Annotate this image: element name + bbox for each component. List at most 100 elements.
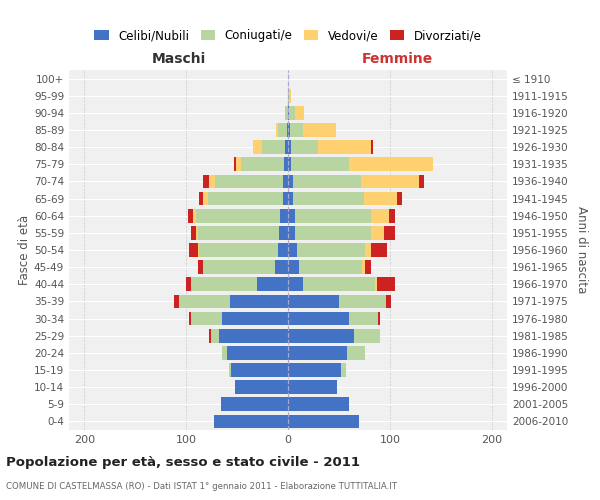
Bar <box>188 209 193 222</box>
Bar <box>295 209 371 222</box>
Bar <box>288 260 299 274</box>
Bar <box>384 226 395 239</box>
Bar <box>386 294 391 308</box>
Bar <box>196 209 280 222</box>
Bar <box>276 123 278 137</box>
Bar <box>203 260 275 274</box>
Bar <box>377 312 380 326</box>
Legend: Celibi/Nubili, Coniugati/e, Vedovi/e, Divorziati/e: Celibi/Nubili, Coniugati/e, Vedovi/e, Di… <box>94 29 482 42</box>
Bar <box>299 260 362 274</box>
Bar <box>208 192 283 205</box>
Bar <box>288 363 341 377</box>
Bar <box>288 294 339 308</box>
Bar <box>297 243 365 257</box>
Bar <box>209 329 211 342</box>
Bar <box>362 260 365 274</box>
Text: Popolazione per età, sesso e stato civile - 2011: Popolazione per età, sesso e stato civil… <box>6 456 360 469</box>
Bar <box>235 380 288 394</box>
Bar <box>222 312 288 326</box>
Bar <box>397 192 402 205</box>
Bar <box>203 192 208 205</box>
Bar <box>293 192 364 205</box>
Bar <box>371 209 389 222</box>
Bar <box>199 226 279 239</box>
Bar <box>285 106 288 120</box>
Bar <box>230 294 288 308</box>
Bar <box>285 140 288 154</box>
Bar <box>262 140 285 154</box>
Bar <box>288 312 349 326</box>
Bar <box>288 414 359 428</box>
Bar <box>419 174 424 188</box>
Bar <box>214 414 288 428</box>
Bar <box>371 243 387 257</box>
Y-axis label: Anni di nascita: Anni di nascita <box>575 206 588 294</box>
Bar <box>199 260 203 274</box>
Bar <box>241 158 284 171</box>
Bar <box>257 278 288 291</box>
Bar <box>371 226 384 239</box>
Bar <box>339 294 386 308</box>
Bar <box>288 398 349 411</box>
Bar <box>374 278 377 291</box>
Bar <box>349 312 377 326</box>
Bar <box>189 243 199 257</box>
Bar <box>283 174 288 188</box>
Bar <box>365 243 371 257</box>
Bar <box>203 174 209 188</box>
Bar <box>191 278 257 291</box>
Text: Maschi: Maschi <box>152 52 206 66</box>
Bar <box>287 123 288 137</box>
Bar <box>288 380 337 394</box>
Bar <box>288 243 297 257</box>
Bar <box>174 294 179 308</box>
Bar <box>227 346 288 360</box>
Bar <box>236 158 241 171</box>
Bar <box>288 106 289 120</box>
Bar <box>303 123 336 137</box>
Bar <box>288 346 347 360</box>
Bar <box>199 192 203 205</box>
Bar <box>191 226 196 239</box>
Text: COMUNE DI CASTELMASSA (RO) - Dati ISTAT 1° gennaio 2011 - Elaborazione TUTTITALI: COMUNE DI CASTELMASSA (RO) - Dati ISTAT … <box>6 482 397 491</box>
Bar <box>291 158 349 171</box>
Bar <box>186 278 191 291</box>
Bar <box>288 226 295 239</box>
Y-axis label: Fasce di età: Fasce di età <box>18 215 31 285</box>
Bar <box>364 192 397 205</box>
Bar <box>349 158 433 171</box>
Bar <box>275 260 288 274</box>
Bar <box>288 123 290 137</box>
Bar <box>295 106 304 120</box>
Bar <box>303 278 374 291</box>
Bar <box>361 174 419 188</box>
Bar <box>215 174 283 188</box>
Bar <box>289 89 291 102</box>
Bar <box>193 209 196 222</box>
Bar <box>189 312 191 326</box>
Bar <box>209 174 215 188</box>
Bar <box>278 123 287 137</box>
Bar <box>288 174 293 188</box>
Bar <box>317 140 371 154</box>
Bar <box>231 363 288 377</box>
Bar <box>283 192 288 205</box>
Bar <box>280 209 288 222</box>
Bar <box>196 226 199 239</box>
Bar <box>288 140 291 154</box>
Bar <box>290 123 303 137</box>
Bar <box>279 226 288 239</box>
Bar <box>365 260 371 274</box>
Bar <box>211 329 219 342</box>
Bar <box>371 140 373 154</box>
Bar <box>354 329 380 342</box>
Bar <box>291 140 317 154</box>
Bar <box>288 329 354 342</box>
Bar <box>347 346 365 360</box>
Bar <box>288 209 295 222</box>
Bar <box>288 278 303 291</box>
Bar <box>389 209 395 222</box>
Bar <box>341 363 346 377</box>
Bar <box>222 346 227 360</box>
Bar <box>221 398 288 411</box>
